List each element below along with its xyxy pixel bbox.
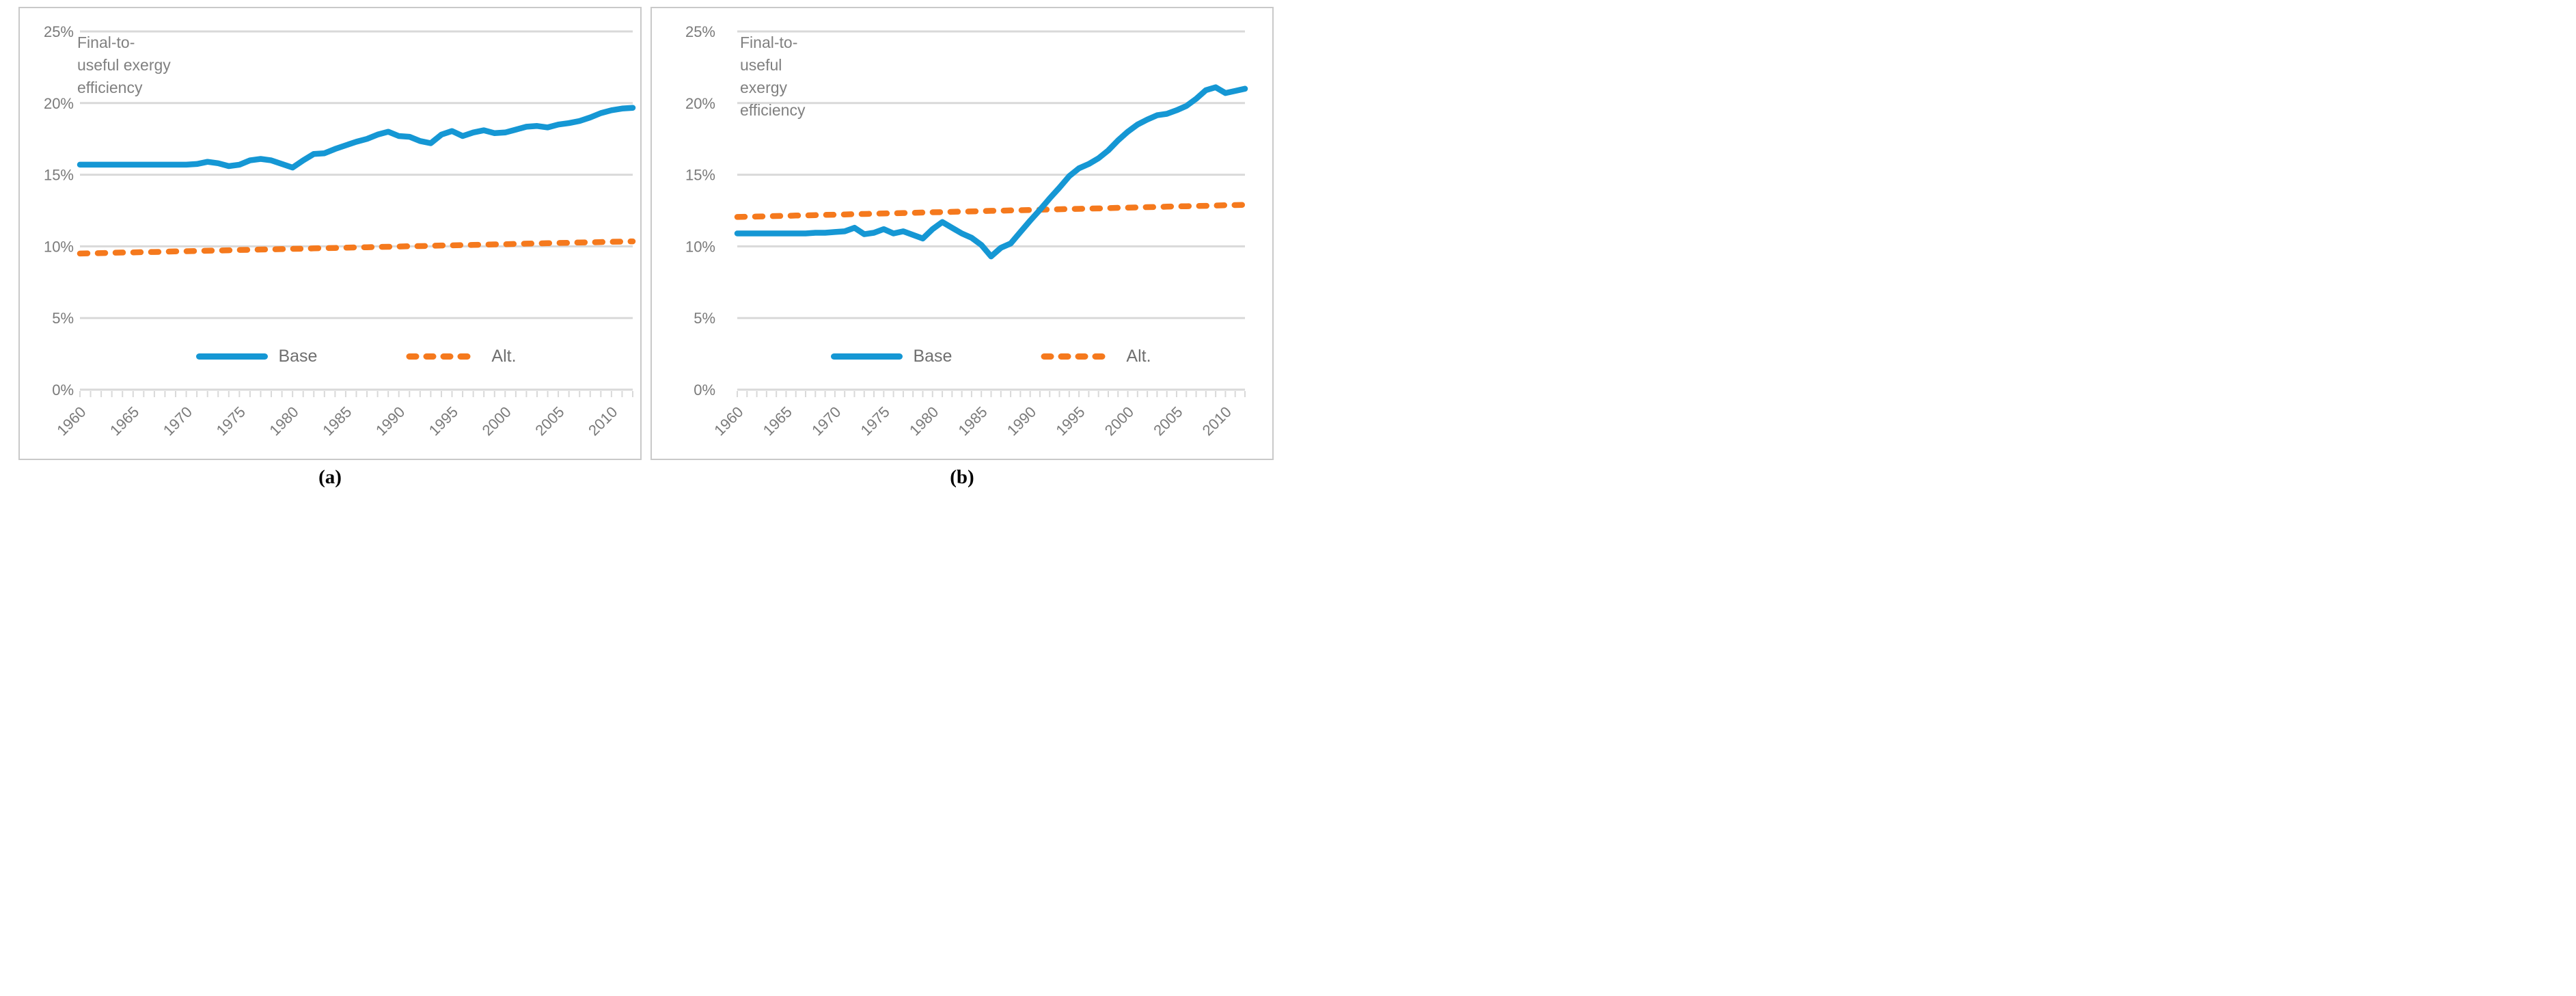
- svg-text:2000: 2000: [1101, 403, 1137, 439]
- panel-a: 0% 5% 10% 15% 20% 25% 1960 1965 1970 1975 1980 1985…: [18, 7, 642, 460]
- svg-text:1970: 1970: [160, 403, 195, 439]
- legend-a: Base Alt.: [80, 347, 633, 366]
- svg-text:1985: 1985: [319, 403, 355, 439]
- svg-text:5%: 5%: [694, 310, 715, 327]
- svg-text:1975: 1975: [213, 403, 249, 439]
- svg-text:1995: 1995: [1052, 403, 1088, 439]
- svg-text:1980: 1980: [266, 403, 301, 439]
- svg-text:10%: 10%: [44, 238, 74, 255]
- svg-text:2005: 2005: [532, 403, 567, 439]
- svg-text:1980: 1980: [906, 403, 942, 439]
- svg-text:25%: 25%: [44, 23, 74, 40]
- svg-text:15%: 15%: [685, 167, 715, 184]
- svg-text:2000: 2000: [479, 403, 515, 439]
- svg-text:1960: 1960: [53, 403, 89, 439]
- svg-text:2010: 2010: [1199, 403, 1235, 439]
- alt-line-swatch: [406, 353, 481, 360]
- svg-text:2005: 2005: [1150, 403, 1186, 439]
- svg-text:2010: 2010: [585, 403, 620, 439]
- legend-b: Base Alt.: [737, 347, 1245, 366]
- legend-label-base: Base: [913, 346, 953, 366]
- svg-text:0%: 0%: [694, 381, 715, 399]
- panel-b: 0% 5% 10% 15% 20% 25% 1960 1965 1970 1975 1980 1985…: [650, 7, 1274, 460]
- svg-text:1965: 1965: [107, 403, 142, 439]
- svg-text:10%: 10%: [685, 238, 715, 255]
- svg-text:20%: 20%: [685, 95, 715, 112]
- legend-label-base: Base: [278, 346, 318, 366]
- svg-text:20%: 20%: [44, 95, 74, 112]
- panel-caption-a: (a): [318, 466, 342, 488]
- legend-label-alt: Alt.: [491, 346, 517, 366]
- svg-text:15%: 15%: [44, 167, 74, 184]
- svg-text:0%: 0%: [52, 381, 74, 399]
- svg-text:1970: 1970: [808, 403, 844, 439]
- svg-text:1995: 1995: [426, 403, 461, 439]
- legend-label-alt: Alt.: [1126, 346, 1151, 366]
- legend-item-alt: Alt.: [406, 346, 517, 366]
- panel-caption-b: (b): [950, 466, 974, 488]
- panel-b-figure: 0% 5% 10% 15% 20% 25% 1960 1965 1970 1975 1980 1985…: [650, 7, 1274, 498]
- panel-a-figure: 0% 5% 10% 15% 20% 25% 1960 1965 1970 1975 1980 1985…: [18, 7, 642, 498]
- svg-text:1990: 1990: [1004, 403, 1039, 439]
- legend-item-alt: Alt.: [1041, 346, 1151, 366]
- base-line-swatch: [196, 353, 269, 360]
- alt-line-swatch: [1041, 353, 1116, 360]
- svg-text:5%: 5%: [52, 310, 74, 327]
- base-line-swatch: [831, 353, 903, 360]
- efficiency-line-chart-a: 0% 5% 10% 15% 20% 25% 1960 1965 1970 1975 1980 1985…: [44, 23, 636, 439]
- svg-text:1965: 1965: [760, 403, 795, 439]
- legend-item-base: Base: [196, 346, 318, 366]
- legend-item-base: Base: [831, 346, 953, 366]
- svg-text:1985: 1985: [955, 403, 990, 439]
- efficiency-line-chart-b: 0% 5% 10% 15% 20% 25% 1960 1965 1970 1975 1980 1985…: [685, 23, 1248, 439]
- svg-text:25%: 25%: [685, 23, 715, 40]
- two-panel-line-chart-figure: 0% 5% 10% 15% 20% 25% 1960 1965 1970 1975 1980 1985…: [0, 0, 1288, 498]
- svg-text:1975: 1975: [858, 403, 893, 439]
- svg-text:1990: 1990: [372, 403, 408, 439]
- svg-text:1960: 1960: [711, 403, 746, 439]
